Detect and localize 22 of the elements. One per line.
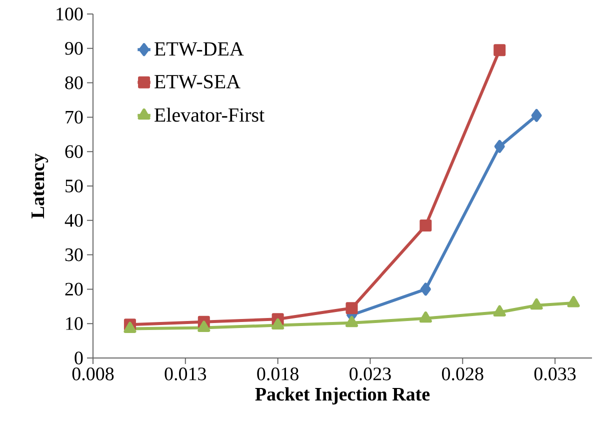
legend-label: ETW-SEA: [154, 74, 240, 89]
x-tick-label: 0.018: [257, 368, 298, 380]
y-tick-label: 10: [66, 317, 83, 330]
y-tick-label: 90: [65, 42, 83, 55]
x-tick-label: 0.028: [442, 368, 484, 380]
y-tick-label: 30: [65, 248, 83, 262]
legend-label: Elevator-First: [154, 108, 265, 122]
y-tick-label: 0: [74, 352, 83, 364]
y-tick-label: 80: [65, 76, 83, 90]
x-axis-title: Packet Injection Rate: [255, 387, 430, 405]
y-tick-label: 20: [65, 282, 83, 296]
y-tick-label: 60: [65, 145, 83, 158]
y-axis-title: Latency: [32, 153, 48, 218]
x-tick-label: 0.023: [350, 368, 391, 380]
x-tick-label: 0.008: [72, 368, 114, 380]
y-tick-label: 70: [66, 110, 83, 124]
y-tick-label: 50: [66, 180, 83, 192]
legend-label: ETW-DEA: [154, 42, 244, 56]
y-tick-label: 40: [64, 214, 83, 227]
x-tick-label: 0.013: [164, 368, 206, 380]
x-tick-label: 0.033: [534, 368, 576, 380]
y-tick-label: 100: [56, 8, 83, 20]
